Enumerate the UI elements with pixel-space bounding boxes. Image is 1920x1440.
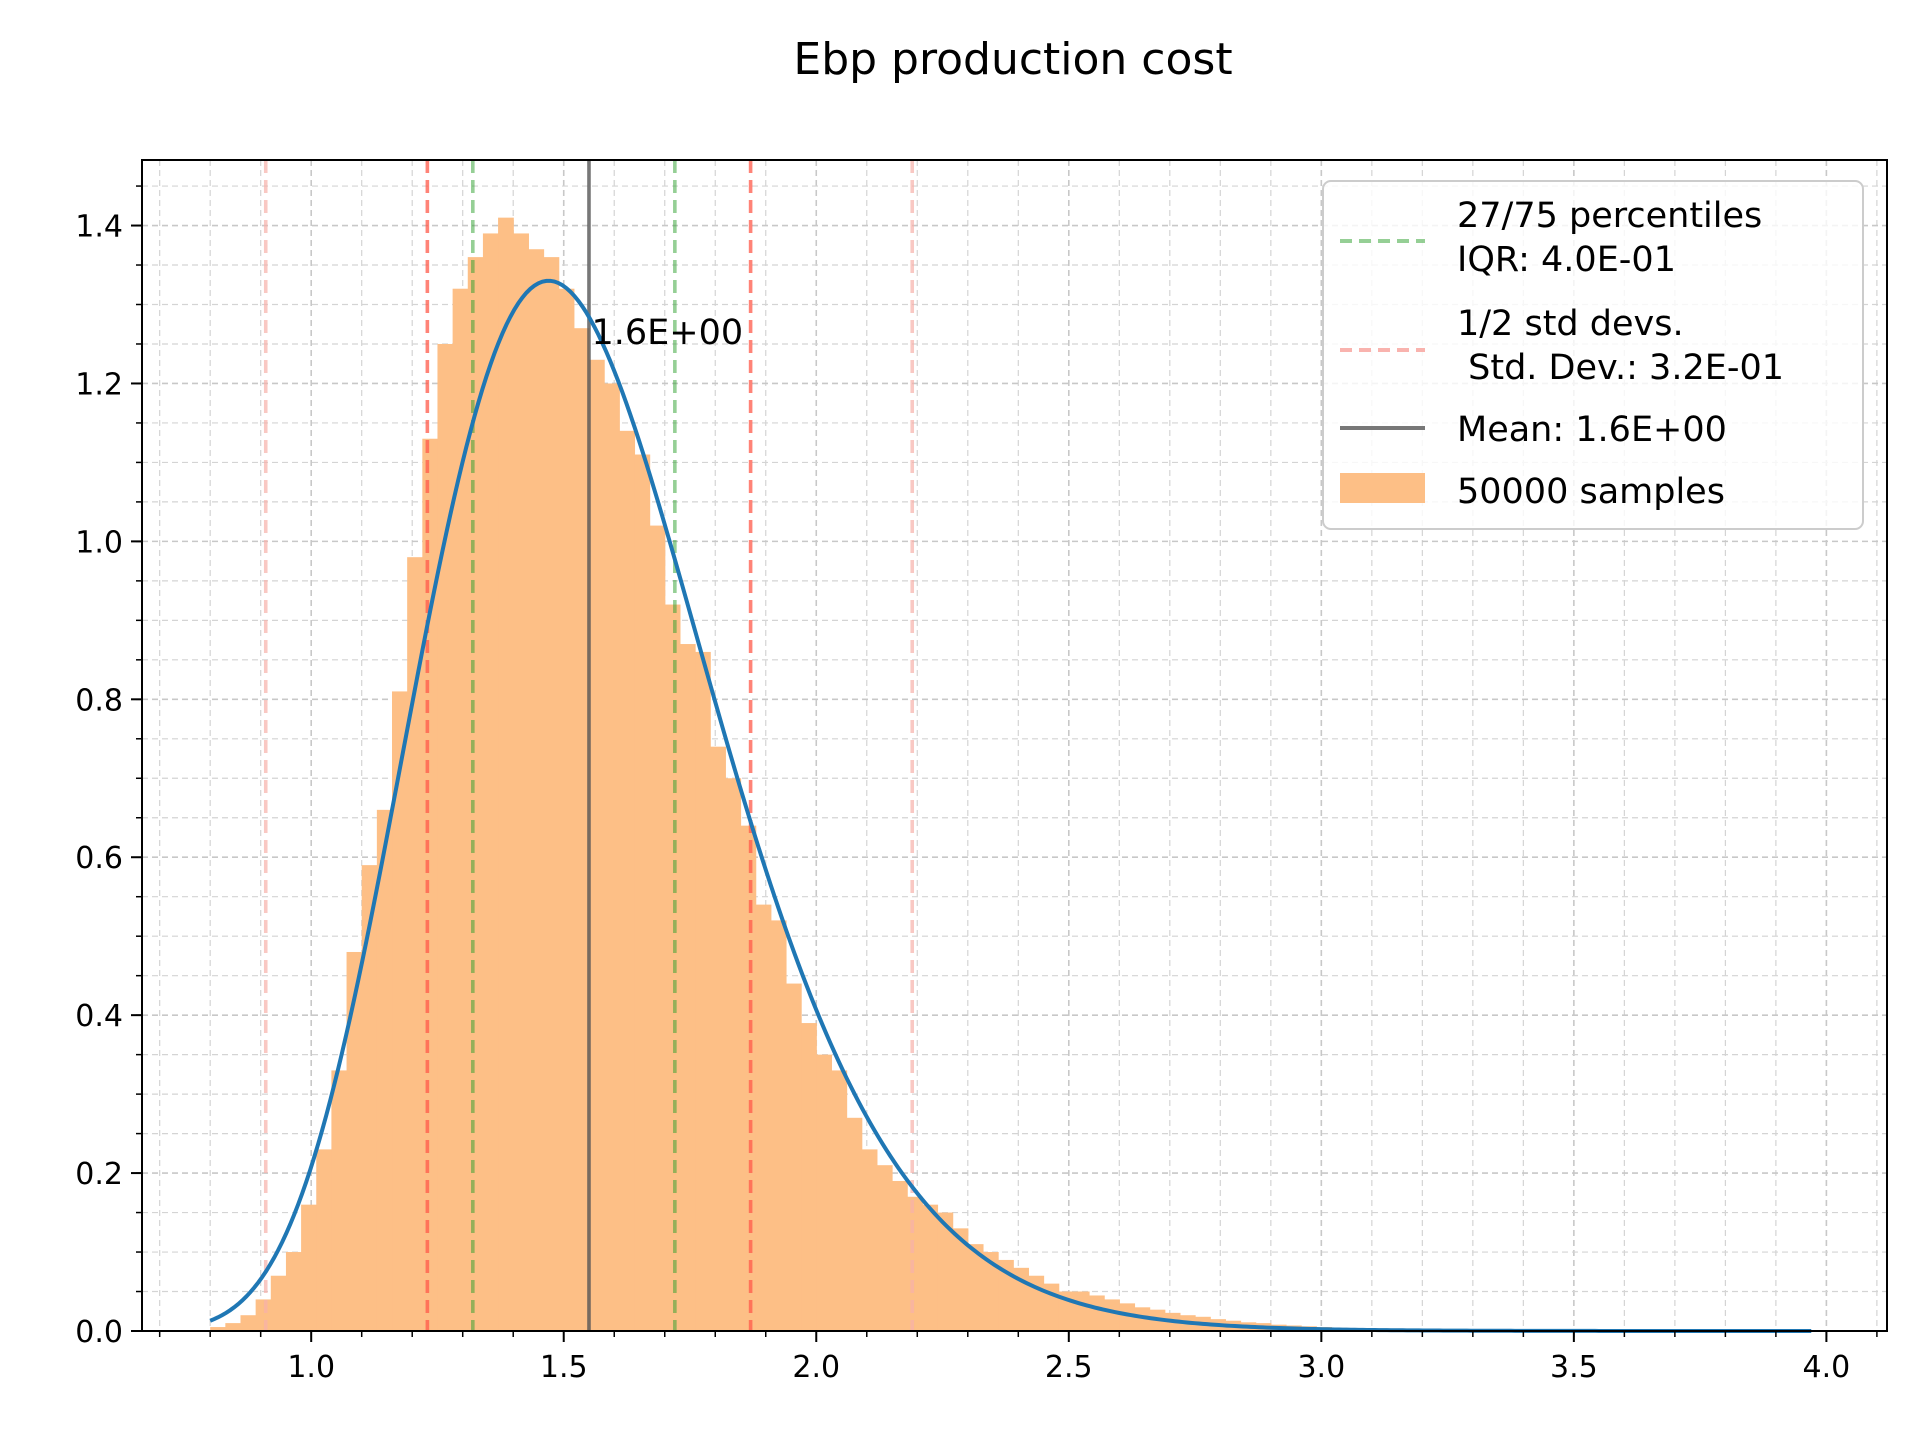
legend-samples-marker: [1340, 473, 1425, 503]
chart-title: Ebp production cost: [793, 34, 1232, 85]
histogram-bar: [710, 746, 726, 1331]
histogram-bar: [225, 1323, 242, 1331]
legend-box: [1322, 180, 1864, 530]
histogram-bar: [1073, 1291, 1090, 1331]
histogram-bar: [907, 1196, 923, 1331]
histogram-bar: [240, 1315, 257, 1331]
histogram-bars: [210, 217, 1423, 1332]
histogram-bar: [937, 1212, 954, 1331]
histogram-bar: [664, 604, 681, 1331]
histogram-bar: [573, 328, 590, 1332]
histogram-bar: [376, 809, 393, 1331]
histogram-bar: [346, 951, 363, 1331]
histogram-bar: [255, 1299, 272, 1331]
mean-annotation: 1.6E+00: [592, 313, 744, 353]
histogram-bar: [755, 904, 772, 1331]
histogram-bar: [679, 644, 696, 1331]
histogram-bar: [740, 825, 757, 1331]
histogram-bar: [407, 557, 423, 1331]
x-tick-label: 1.5: [540, 1350, 588, 1385]
histogram-bar: [801, 1023, 817, 1331]
histogram-bar: [528, 249, 545, 1331]
histogram-bar: [967, 1244, 984, 1331]
histogram-bar: [301, 1204, 317, 1331]
x-tick-label: 1.0: [287, 1350, 335, 1385]
legend-percentiles-label: 27/75 percentiles: [1457, 196, 1762, 236]
y-tick-label: 1.0: [75, 525, 123, 560]
histogram-bar: [604, 383, 620, 1332]
histogram-bar: [361, 865, 378, 1331]
histogram-bar: [558, 288, 575, 1332]
legend-iqr-label: IQR: 4.0E-01: [1457, 240, 1676, 280]
legend-mean-label: Mean: 1.6E+00: [1457, 410, 1727, 450]
histogram-bar: [816, 1054, 833, 1331]
histogram-bar: [482, 233, 499, 1332]
histogram-bar: [982, 1252, 999, 1331]
y-tick-label: 0.4: [75, 999, 123, 1034]
x-tick-label: 2.0: [792, 1350, 840, 1385]
x-tick-label: 3.5: [1550, 1350, 1598, 1385]
y-tick-label: 1.4: [75, 210, 123, 245]
histogram-bar: [952, 1228, 969, 1331]
histogram-bar: [392, 691, 408, 1331]
histogram-bar: [846, 1117, 863, 1331]
x-axis-ticks: 1.0 1.5 2.0 2.5 3.0 3.5 4.0: [158, 1331, 1878, 1385]
histogram-bar: [316, 1149, 332, 1331]
histogram-bar: [998, 1259, 1014, 1331]
reference-lines: [263, 160, 915, 1331]
y-tick-label: 1.2: [75, 367, 123, 402]
histogram-bar: [725, 778, 742, 1331]
y-tick-label: 0.6: [75, 841, 123, 876]
histogram-bar: [922, 1204, 939, 1331]
histogram-bar: [588, 359, 605, 1331]
y-tick-label: 0.8: [75, 683, 123, 718]
x-tick-label: 2.5: [1045, 1350, 1093, 1385]
histogram-bar: [861, 1149, 878, 1331]
histogram-bar: [785, 983, 802, 1331]
plot-frame: [141, 159, 1888, 1332]
y-tick-label: 0.2: [75, 1157, 123, 1192]
histogram-bar: [498, 217, 514, 1331]
histogram-bar: [1119, 1303, 1136, 1331]
histogram-bar: [1088, 1295, 1105, 1331]
histogram-bar: [770, 920, 787, 1331]
histogram-bar: [892, 1180, 908, 1331]
histogram-bar: [634, 454, 651, 1332]
histogram-bar: [422, 438, 439, 1331]
y-axis-ticks: 0.0 0.2 0.4 0.6 0.8 1.0 1.2 1.4: [75, 185, 142, 1350]
histogram-bar: [270, 1275, 287, 1331]
legend: 27/75 percentiles IQR: 4.0E-01 1/2 std d…: [1322, 180, 1864, 530]
histogram-bar: [619, 430, 636, 1332]
histogram-bar: [831, 1070, 848, 1331]
legend-stddev-label: Std. Dev.: 3.2E-01: [1457, 348, 1784, 388]
histogram-bar: [1104, 1299, 1120, 1331]
legend-samples-label: 50000 samples: [1457, 472, 1725, 512]
x-tick-label: 4.0: [1803, 1350, 1851, 1385]
histogram-bar: [876, 1165, 893, 1331]
histogram-bar: [695, 651, 711, 1331]
histogram-bar: [331, 1070, 348, 1331]
histogram-bar: [210, 1327, 226, 1331]
x-tick-label: 3.0: [1297, 1350, 1345, 1385]
histogram-bar: [1134, 1307, 1151, 1331]
histogram-bar: [285, 1252, 302, 1331]
histogram-bar: [437, 343, 454, 1331]
histogram-bar: [452, 288, 469, 1332]
y-tick-label: 0.0: [75, 1315, 123, 1350]
legend-std-label: 1/2 std devs.: [1457, 304, 1684, 344]
histogram-bar: [649, 525, 666, 1331]
histogram-bar: [513, 233, 529, 1332]
histogram-bar: [543, 257, 560, 1332]
